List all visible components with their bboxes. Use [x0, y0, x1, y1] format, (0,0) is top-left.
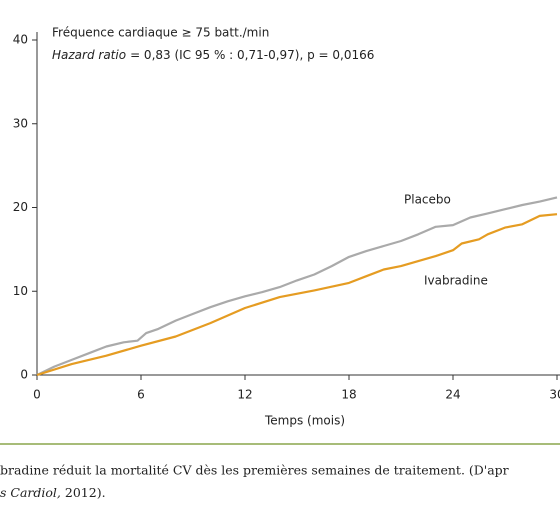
- y-tick-label: 30: [13, 116, 28, 130]
- x-tick-label: 24: [445, 388, 460, 402]
- subtitle-rest: = 0,83 (IC 95 % : 0,71-0,97), p = 0,0166: [130, 48, 374, 62]
- y-tick-label: 40: [13, 33, 28, 47]
- x-tick-label: 12: [237, 388, 252, 402]
- y-tick-label: 0: [20, 368, 28, 382]
- x-tick-label: 0: [33, 388, 41, 402]
- line: [36, 196, 558, 376]
- line: [36, 213, 558, 377]
- caption-italic: s Cardiol,: [0, 485, 61, 500]
- caption-line: s Cardiol, 2012).: [0, 485, 106, 500]
- series-label: Ivabradine: [424, 274, 488, 288]
- x-axis-label: Temps (mois): [264, 414, 345, 428]
- x-tick-label: 18: [341, 388, 356, 402]
- chart-title: Fréquence cardiaque ≥ 75 batt./min: [52, 26, 269, 40]
- caption-rest: 2012).: [65, 485, 106, 500]
- y-tick-label: 10: [13, 284, 28, 298]
- subtitle-italic: Hazard ratio: [52, 48, 126, 62]
- series-label: Placebo: [404, 193, 451, 207]
- chart-subtitle: Hazard ratio = 0,83 (IC 95 % : 0,71-0,97)…: [52, 48, 374, 62]
- y-tick-label: 20: [13, 200, 28, 214]
- x-tick-label: 6: [137, 388, 145, 402]
- caption-line: bradine réduit la mortalité CV dès les p…: [0, 463, 509, 478]
- x-tick-label: 30: [549, 388, 560, 402]
